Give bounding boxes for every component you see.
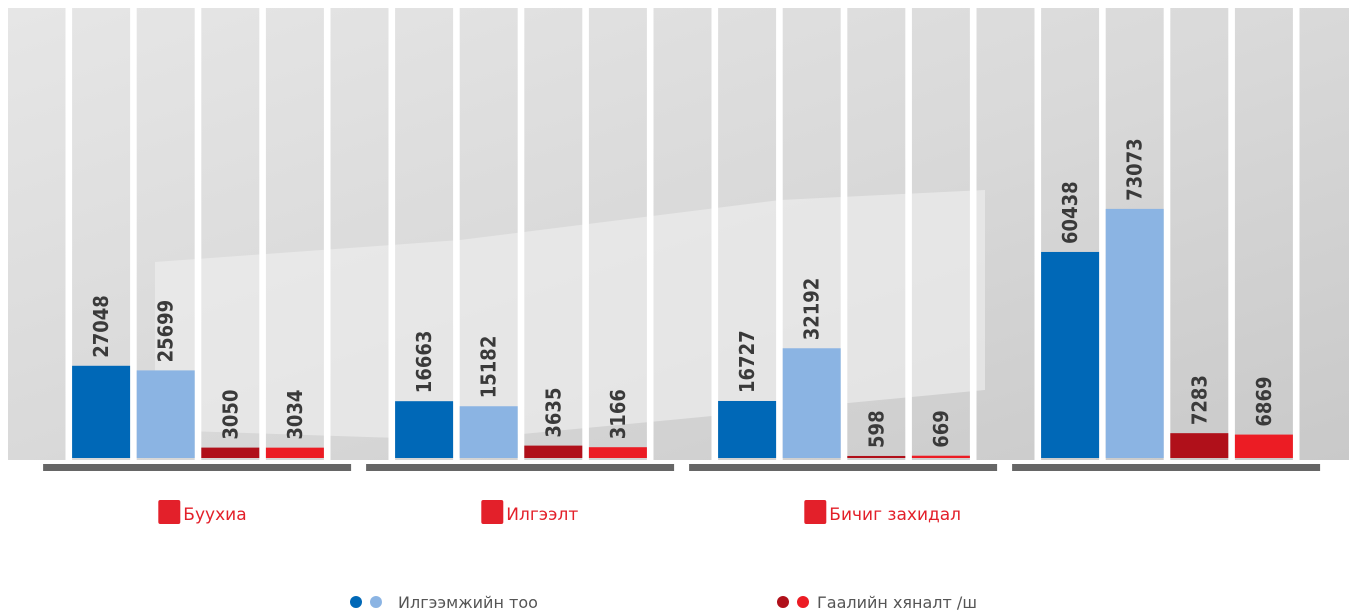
bar [847,455,906,458]
stripe [840,0,848,460]
value-label: 6869 [1252,377,1276,427]
category-label: Илгээлт [506,505,578,525]
group-baseline [43,464,352,471]
stripe [1163,0,1171,460]
value-label: 16663 [412,331,436,394]
stripe [323,0,331,460]
bar [201,447,260,458]
legend-label: Гаалийн хяналт /ш [817,593,977,612]
legend-label: Илгээмжийн тоо [398,593,538,612]
stripe [646,0,654,460]
value-label: 32192 [800,278,824,341]
stripe [65,0,73,460]
stripe [1292,0,1300,460]
category-icon [804,500,827,524]
value-label: 25699 [154,300,178,363]
category-icon [158,500,181,524]
bar [524,445,583,458]
bar [459,406,518,458]
value-label: 7283 [1187,375,1211,425]
stripe [776,0,783,460]
bar [1170,433,1229,458]
legend-dot [797,596,809,608]
stripe [711,0,719,460]
bar [395,401,454,458]
value-label: 598 [864,410,888,448]
value-label: 27048 [89,295,113,358]
stripe [0,0,8,460]
bar [136,370,195,458]
value-label: 3034 [283,390,307,440]
value-label: 73073 [1123,138,1147,201]
legend-dot [777,596,789,608]
stripe [194,0,202,460]
group-baseline [1012,464,1321,471]
stripe [388,0,396,460]
bar [588,447,647,458]
group-baseline [689,464,998,471]
category-label: Бичиг захидал [829,505,961,525]
bar [1105,208,1164,458]
bar [1234,434,1293,458]
value-label: 15182 [477,336,501,399]
bar [265,447,324,458]
stripe [1099,0,1106,460]
legend-dot [350,596,362,608]
value-label: 3635 [541,388,565,438]
stripe [969,0,977,460]
bar [782,348,841,458]
stripe [582,0,589,460]
stripe [905,0,912,460]
bar [72,365,131,458]
bar [1041,251,1100,458]
value-label: 669 [929,410,953,448]
bar [911,455,970,458]
group-baseline [366,464,675,471]
stripe [259,0,266,460]
value-label: 16727 [735,330,759,393]
category-icon [481,500,504,524]
category-label: Буухиа [183,505,246,525]
bar [718,400,777,458]
stripe [453,0,460,460]
top-band [0,0,1349,8]
value-label: 3050 [218,390,242,440]
stripe [130,0,137,460]
legend-dot [370,596,382,608]
stripe [517,0,525,460]
stripe [1034,0,1042,460]
stripe [1228,0,1235,460]
value-label: 3166 [606,389,630,439]
value-label: 60438 [1058,181,1082,244]
